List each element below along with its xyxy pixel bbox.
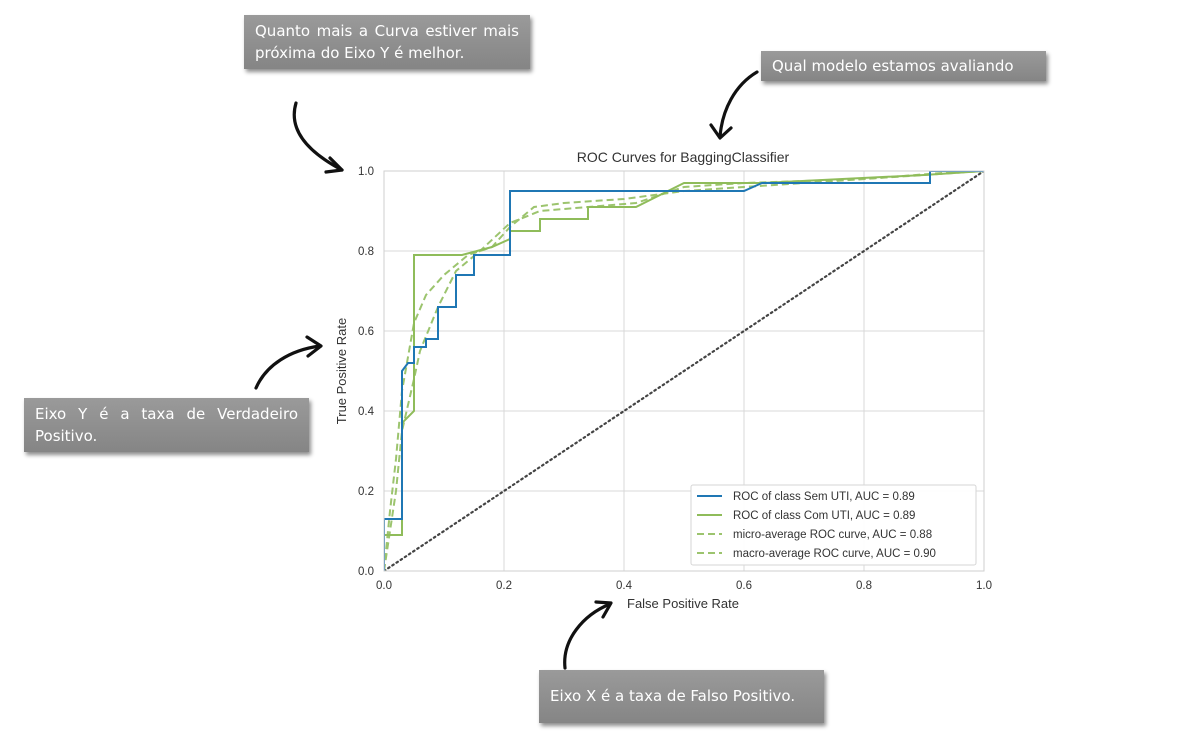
chance-diagonal-line <box>384 171 984 571</box>
legend-label: ROC of class Com UTI, AUC = 0.89 <box>733 510 915 522</box>
x-axis-label: False Positive Rate <box>627 596 739 611</box>
x-tick-label: 0.2 <box>496 580 512 592</box>
legend-label: micro-average ROC curve, AUC = 0.88 <box>733 529 932 541</box>
arrow-to-x-label <box>563 600 613 670</box>
x-tick-label: 1.0 <box>976 580 992 592</box>
y-axis-label: True Positive Rate <box>334 318 349 424</box>
legend-label: ROC of class Sem UTI, AUC = 0.89 <box>733 491 915 503</box>
callout-x-axis-meaning: Eixo X é a taxa de Falso Positivo. <box>539 670 824 723</box>
arrow-to-title <box>709 70 759 140</box>
arrow-to-y-label <box>254 335 323 390</box>
callout-y-axis-meaning: Eixo Y é a taxa de Verdadeiro Positivo. <box>24 398 309 452</box>
y-tick-label: 0.2 <box>358 486 374 498</box>
callout-y-axis-meaning-text: Eixo Y é a taxa de Verdadeiro Positivo. <box>35 405 298 445</box>
callout-x-axis-meaning-text: Eixo X é a taxa de Falso Positivo. <box>550 687 796 705</box>
y-tick-label: 0.6 <box>358 326 374 338</box>
x-tick-label: 0.6 <box>736 580 752 592</box>
chart-title: ROC Curves for BaggingClassifier <box>577 149 790 165</box>
callout-curve-closer-y: Quanto mais a Curva estiver mais próxima… <box>244 15 530 69</box>
y-tick-label: 0.8 <box>358 246 374 258</box>
roc-series-sem-uti <box>384 171 984 571</box>
legend-label: macro-average ROC curve, AUC = 0.90 <box>733 548 936 560</box>
y-tick-label: 0.4 <box>358 406 375 418</box>
callout-which-model: Qual modelo estamos avaliando <box>761 51 1046 81</box>
x-tick-label: 0.0 <box>376 580 392 592</box>
y-tick-label: 1.0 <box>358 166 374 178</box>
legend-box <box>690 484 977 566</box>
x-tick-label: 0.4 <box>616 580 633 592</box>
grid <box>383 170 985 572</box>
y-tick-label: 0.0 <box>358 566 374 578</box>
plot-border <box>383 170 985 572</box>
legend: ROC of class Sem UTI, AUC = 0.89 ROC of c… <box>690 484 977 566</box>
arrow-to-y-axis-top <box>292 101 344 174</box>
callout-which-model-text: Qual modelo estamos avaliando <box>772 57 1014 75</box>
callout-curve-closer-y-text: Quanto mais a Curva estiver mais próxima… <box>255 22 519 62</box>
x-tick-label: 0.8 <box>856 580 872 592</box>
